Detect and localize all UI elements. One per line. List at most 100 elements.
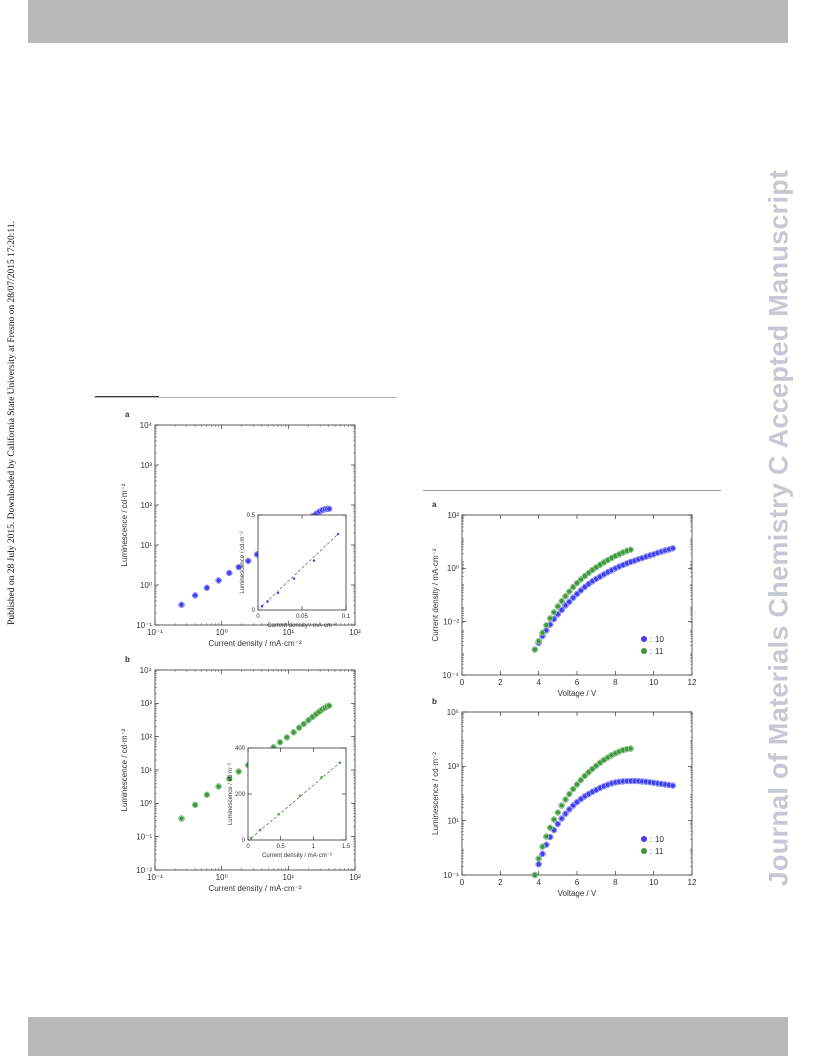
- y-tick-label: 10⁰: [447, 564, 459, 573]
- data-point-green-ring: [543, 622, 550, 629]
- data-point-blue: [570, 594, 577, 601]
- data-point-green-ring: [627, 745, 634, 752]
- x-tick-label: 4: [536, 878, 541, 887]
- y-tick-label: 10²: [140, 732, 152, 741]
- data-point-blue-ring: [669, 545, 676, 552]
- data-point-green-ring: [570, 583, 577, 591]
- data-point-green-ring: [577, 777, 584, 784]
- data-point-green: [178, 815, 185, 822]
- y-axis-label: Luminescence / cd·m⁻²: [240, 531, 246, 593]
- y-tick-label: 200: [235, 792, 246, 798]
- data-point-blue: [566, 806, 573, 813]
- data-point-green-ring: [290, 729, 297, 736]
- data-point-green: [249, 836, 253, 840]
- y-tick-label: 10⁻⁴: [442, 671, 459, 680]
- footer-band: [28, 1017, 788, 1056]
- data-point-blue: [192, 592, 199, 599]
- data-point-green: [326, 702, 333, 709]
- panel-label: a: [125, 410, 130, 419]
- data-point-blue-ring: [178, 601, 185, 608]
- y-tick-label: 10⁻¹: [443, 871, 459, 880]
- x-tick-label: 10¹: [283, 873, 295, 882]
- y-tick-label: 10⁻²: [443, 617, 459, 626]
- x-tick-label: 8: [613, 678, 618, 687]
- data-point-green: [226, 775, 233, 782]
- figure-luminescence-vs-current-a: 10⁻¹ 10⁰ 10¹ 10² 10⁻¹ 10⁰ 10¹ 10² 10³ 10⁴ Current …: [120, 410, 361, 648]
- data-point-green: [574, 580, 580, 586]
- data-point-green-ring: [326, 702, 333, 709]
- data-point-green: [627, 745, 634, 752]
- data-point-blue-ring: [566, 806, 573, 813]
- x-tick-label: 0.1: [342, 614, 351, 620]
- legend-label: 10: [655, 635, 664, 644]
- y-tick-label: 10⁻¹: [136, 621, 152, 630]
- data-point-green: [627, 546, 634, 553]
- data-point-blue-ring: [566, 598, 573, 605]
- panel-label: b: [125, 655, 130, 664]
- y-tick-label: 10²: [447, 511, 459, 520]
- left-figure-rule: [95, 397, 397, 398]
- data-point-green: [258, 828, 262, 832]
- data-point-green-ring: [295, 724, 303, 731]
- legend-marker-green: [641, 648, 647, 654]
- data-point-blue-ring: [562, 602, 569, 609]
- y-tick-label: 10¹: [140, 541, 152, 550]
- y-tick-label: 10²: [140, 501, 152, 510]
- data-point-green: [574, 781, 580, 788]
- y-tick-label: 400: [235, 746, 246, 752]
- inset-fit-line: [250, 762, 341, 839]
- published-note: Published on 28 July 2015. Downloaded by…: [7, 221, 17, 625]
- data-point-green-ring: [215, 783, 222, 790]
- data-point-blue-ring: [558, 606, 565, 614]
- data-point-green-ring: [535, 855, 542, 862]
- data-point-blue-ring: [191, 592, 199, 599]
- legend-label: 11: [655, 647, 664, 656]
- data-point-blue-ring: [562, 810, 569, 817]
- data-point-green: [319, 775, 324, 779]
- data-point-green: [581, 573, 588, 580]
- x-axis-label: Current density / mA·cm⁻²: [208, 639, 301, 648]
- y-axis-label: Luminescence / cd·m⁻²: [120, 728, 129, 811]
- x-tick-label: 8: [613, 878, 618, 887]
- data-point-green-ring: [283, 734, 290, 741]
- data-point-green: [235, 768, 242, 775]
- data-point-green: [305, 717, 312, 724]
- data-point-blue-ring: [539, 850, 546, 858]
- data-point-green: [570, 584, 577, 591]
- data-point-green: [203, 791, 210, 798]
- x-tick-label: 10: [649, 878, 658, 887]
- data-point-blue-ring: [235, 563, 242, 571]
- inset-frame: [247, 747, 347, 841]
- legend-marker-green: [641, 848, 647, 854]
- data-point-green-ring: [566, 588, 573, 595]
- plot-frame: [461, 711, 693, 876]
- data-point-green-ring: [543, 833, 550, 840]
- data-point-blue-ring: [245, 557, 252, 565]
- data-point-green: [277, 812, 281, 816]
- x-tick-label: 10: [649, 678, 658, 687]
- data-point-blue: [336, 532, 340, 536]
- x-tick-label: 10²: [349, 628, 361, 637]
- data-point-blue-ring: [326, 505, 333, 513]
- data-point-green: [531, 872, 538, 878]
- data-point-blue: [535, 861, 542, 868]
- data-point-green-ring: [570, 785, 577, 793]
- data-point-green-ring: [581, 573, 588, 580]
- data-point-green: [562, 796, 569, 803]
- data-point-green: [566, 791, 573, 798]
- x-axis-label: Voltage / V: [558, 889, 597, 898]
- data-point-green: [566, 588, 573, 595]
- data-point-green-ring: [550, 609, 558, 616]
- y-tick-label: 10⁻²: [136, 866, 152, 875]
- header-band: [28, 0, 788, 43]
- data-point-green: [581, 773, 588, 779]
- x-tick-label: 1.5: [342, 844, 351, 850]
- x-tick-label: 10⁻¹: [147, 873, 163, 882]
- data-point-green-ring: [554, 809, 561, 816]
- data-point-blue-ring: [573, 590, 581, 598]
- data-point-blue: [669, 545, 676, 552]
- legend-label: 11: [655, 847, 664, 856]
- data-point-green-ring: [276, 739, 284, 746]
- x-tick-label: 2: [498, 678, 503, 687]
- data-point-green-ring: [539, 629, 546, 636]
